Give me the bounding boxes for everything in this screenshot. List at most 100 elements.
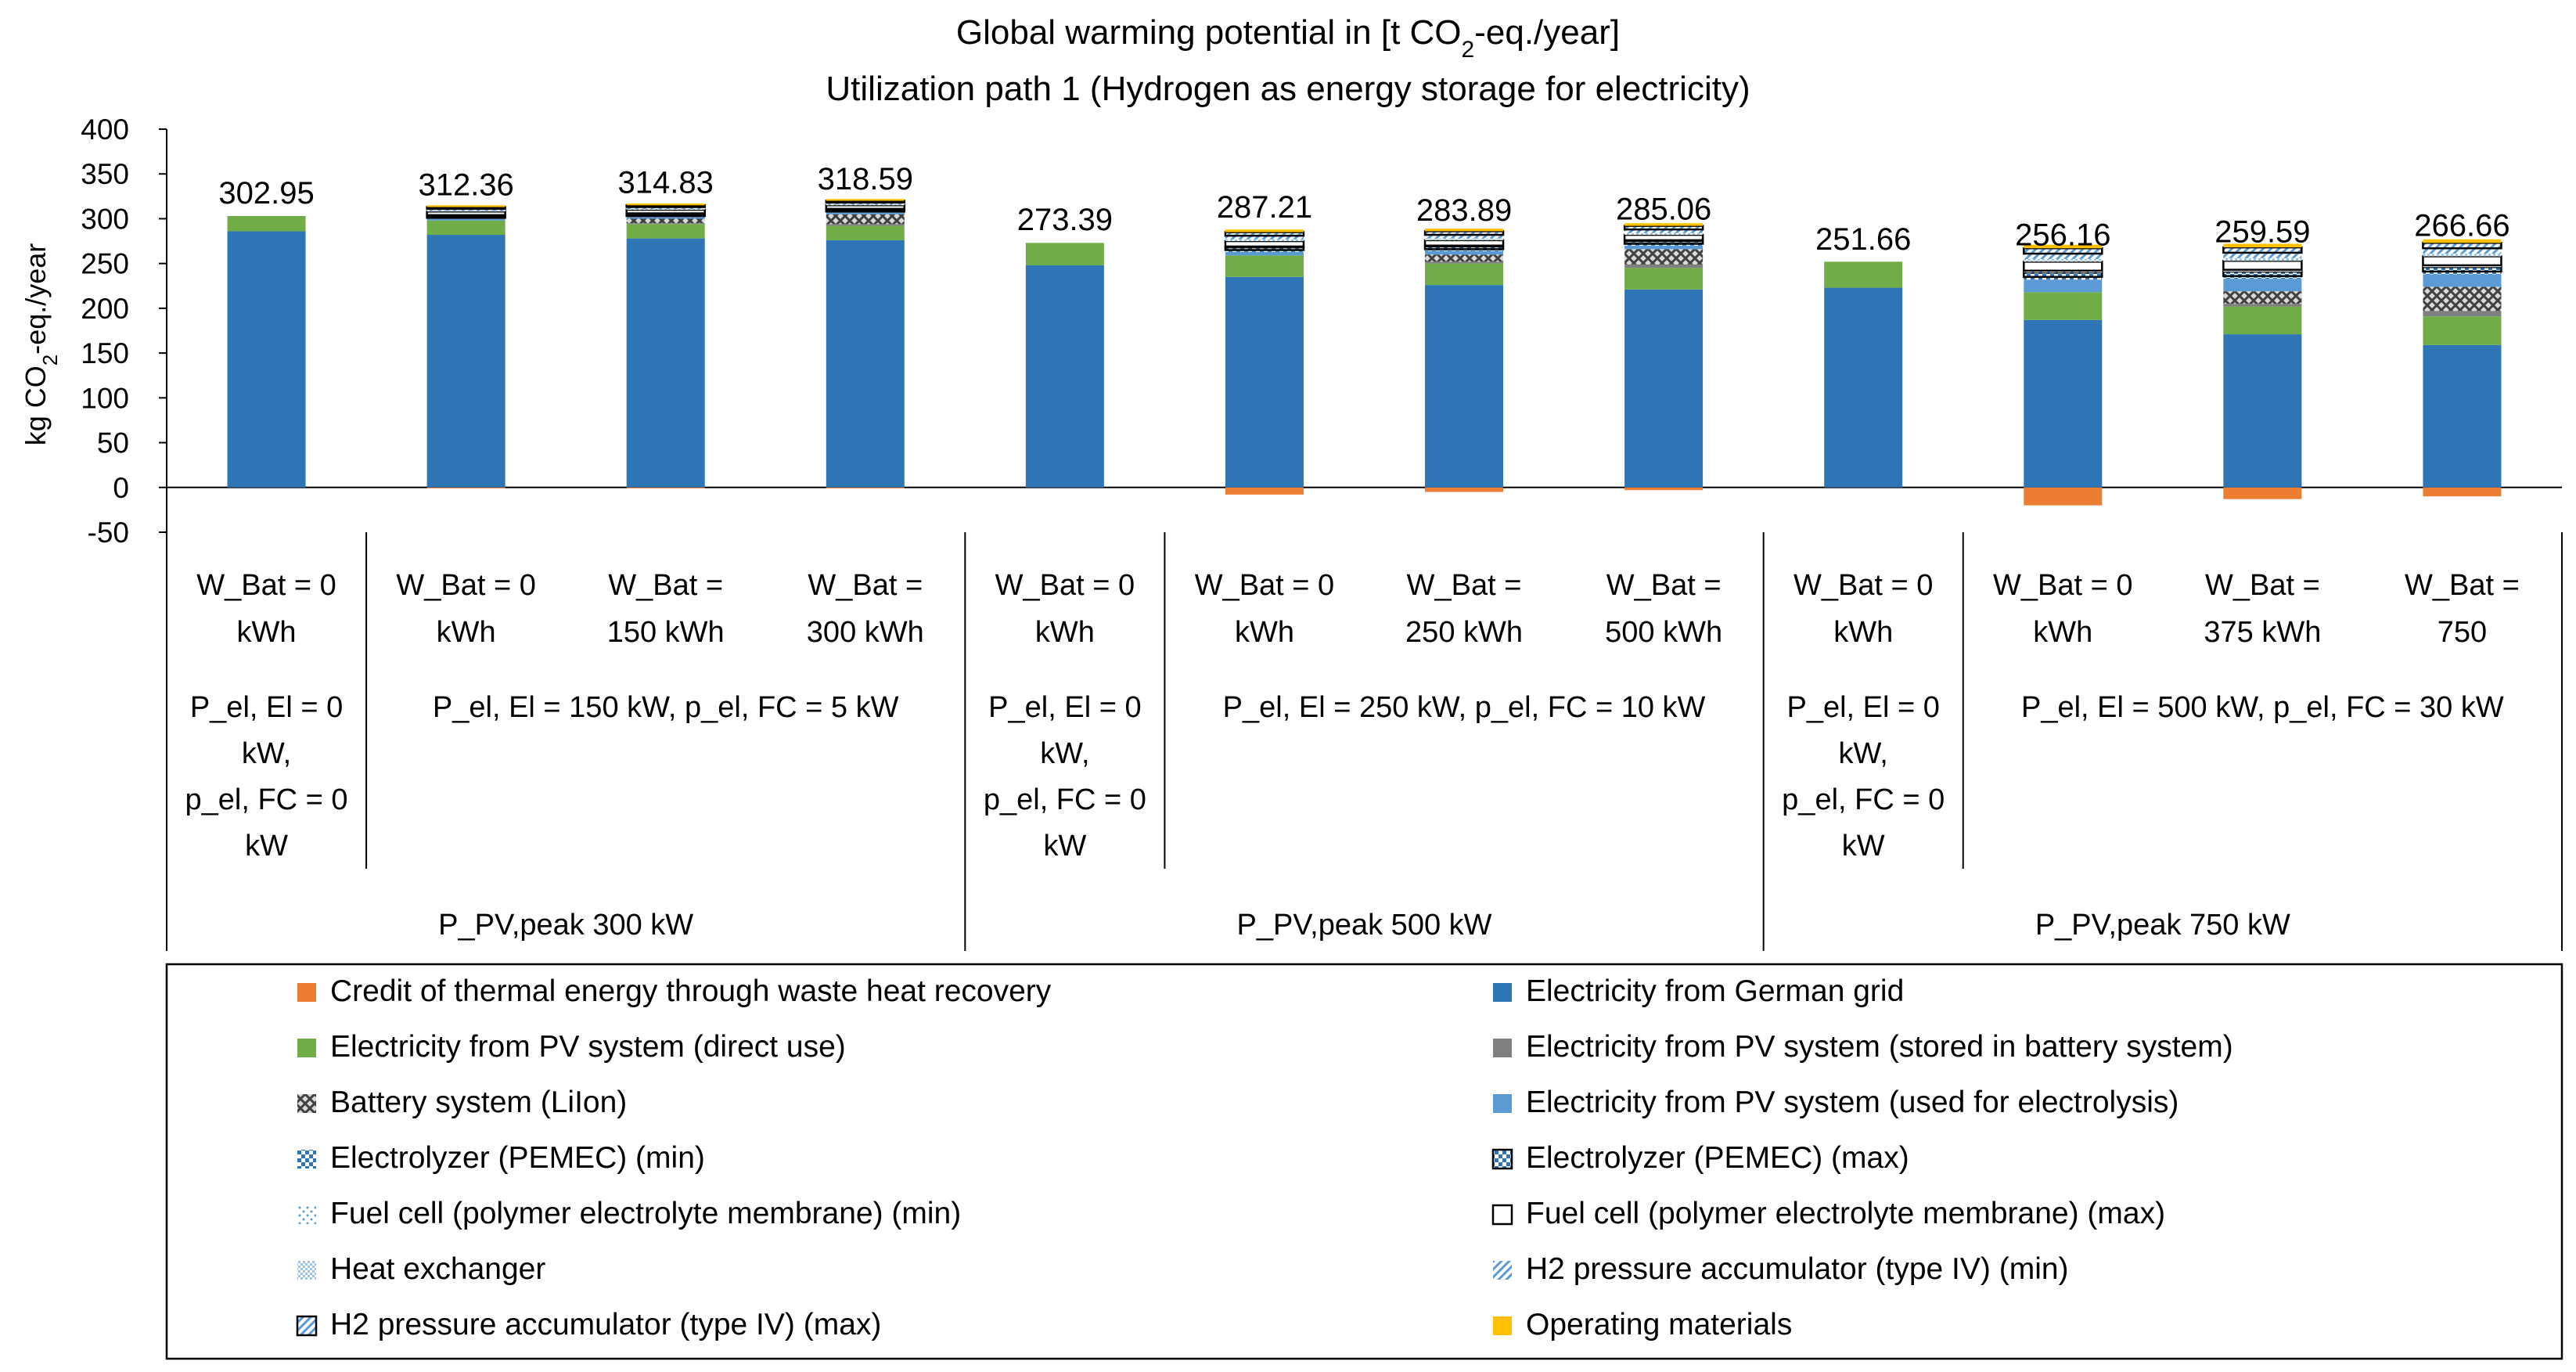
subgroup-label: P_el, El = 150 kW, p_el, FC = 5 kW (433, 691, 899, 724)
legend-label: Electrolyzer (PEMEC) (max) (1526, 1141, 1909, 1175)
bar-segment (2223, 275, 2302, 279)
total-value-label: 273.39 (1017, 203, 1113, 237)
bar-segment (2024, 292, 2103, 320)
bar-segment (826, 199, 905, 201)
total-value-label: 283.89 (1416, 193, 1512, 228)
legend-label: Electricity from PV system (stored in ba… (1526, 1030, 2233, 1064)
bar-segment (626, 217, 705, 219)
bar-segment (1624, 249, 1704, 265)
bar-segment (426, 206, 506, 211)
bar-segment (1425, 235, 1504, 239)
bar-segment (426, 205, 505, 207)
category-label: 300 kWh (807, 616, 924, 649)
bar-segment (1624, 232, 1704, 236)
bar-segment (2423, 248, 2502, 254)
subgroup-label: kW, (242, 737, 291, 770)
bar-segment (825, 200, 906, 204)
bar-segment (227, 231, 306, 488)
bar-segment (1025, 243, 1104, 265)
total-value-label: 287.21 (1217, 190, 1312, 225)
bar-segment (2422, 265, 2502, 273)
bar-segment (826, 224, 905, 226)
legend-swatch (297, 1261, 316, 1280)
bar-segment (626, 224, 705, 239)
legend-swatch (1493, 983, 1512, 1002)
bar-segment (1224, 239, 1305, 248)
legend-swatch (1491, 1148, 1513, 1170)
category-label: 150 kWh (607, 616, 725, 649)
y-tick-label: 150 (81, 337, 129, 369)
bar-segment (2024, 244, 2103, 249)
group-label: P_PV,peak 300 kW (438, 909, 693, 942)
total-value-label: 312.36 (418, 167, 513, 202)
legend-swatch (297, 1150, 316, 1169)
category-label: kWh (237, 616, 297, 649)
bar-segment (2423, 271, 2502, 275)
total-value-label: 266.66 (2414, 209, 2509, 243)
bar-segment (1623, 239, 1704, 245)
bar-segment (826, 212, 905, 214)
bar-segment (1425, 285, 1504, 488)
y-tick-label: 100 (81, 382, 129, 414)
subgroup-label: kW (245, 830, 288, 862)
total-value-label: 285.06 (1616, 193, 1711, 227)
bar-segment (2223, 334, 2302, 488)
bar-segment (1425, 261, 1504, 264)
bar-segment (625, 208, 706, 214)
bar-segment (2222, 259, 2303, 271)
y-tick-label: 350 (81, 158, 129, 190)
bar-segment (2422, 242, 2502, 250)
bar-segment (1423, 230, 1505, 236)
bar-segment (826, 225, 905, 240)
bar-segment (2422, 255, 2502, 267)
category-label: W_Bat = 0 (1793, 569, 1933, 602)
bar-segment (2223, 487, 2302, 499)
bar-segment (1425, 487, 1504, 492)
subgroup-label: P_el, El = 250 kW, p_el, FC = 10 kW (1223, 691, 1706, 724)
legend-swatch (1493, 1039, 1512, 1057)
bar-segment (2223, 306, 2302, 335)
bar-segment (1425, 254, 1504, 262)
bar-segment (426, 214, 506, 219)
bar-segment (1425, 229, 1504, 232)
bar-segment (1624, 289, 1704, 488)
legend-label: Electrolyzer (PEMEC) (min) (330, 1141, 705, 1175)
bar-segment (2423, 344, 2502, 488)
subgroup-label: P_el, El = 0 (988, 691, 1141, 724)
legend-label: Electricity from German grid (1526, 974, 1904, 1008)
bar-segment (2024, 254, 2103, 259)
y-tick-label: 50 (97, 427, 129, 459)
bar-segment (1624, 264, 1704, 268)
legend-label: Fuel cell (polymer electrolyte membrane)… (1526, 1197, 2165, 1230)
total-value-label: 314.83 (618, 165, 714, 200)
legend-swatch (297, 1039, 316, 1057)
subgroup-label: kW, (1040, 737, 1089, 770)
bar-segment (1623, 233, 1704, 242)
legend-label: H2 pressure accumulator (type IV) (min) (1526, 1252, 2069, 1286)
bar-segment (1225, 276, 1304, 488)
legend-label: Operating materials (1526, 1308, 1792, 1341)
bar-segment (2223, 243, 2302, 248)
category-label: W_Bat = (808, 569, 923, 602)
legend-label: Fuel cell (polymer electrolyte membrane)… (330, 1197, 961, 1230)
bar-segment (626, 203, 705, 206)
legend-label: Heat exchanger (330, 1252, 545, 1286)
bar-segment (826, 214, 905, 225)
bar-segment (826, 239, 905, 488)
subgroup-label: P_el, El = 0 (1787, 691, 1940, 724)
category-label: kWh (1235, 616, 1294, 649)
legend-label: H2 pressure accumulator (type IV) (max) (330, 1308, 881, 1341)
y-tick-label: 300 (81, 203, 129, 235)
bar-segment (227, 216, 306, 232)
legend-swatch (297, 1205, 316, 1224)
y-axis-label: kg CO2-eq./year (20, 243, 62, 446)
subgroup-label: P_el, El = 0 (190, 691, 343, 724)
category-label: W_Bat = 0 (1993, 569, 2132, 602)
bar-segment (1425, 238, 1504, 240)
bar-segment (1624, 229, 1704, 233)
category-label: kWh (1833, 616, 1893, 649)
bar-segment (2024, 258, 2103, 262)
bar-segment (626, 223, 705, 225)
category-label: W_Bat = 0 (1195, 569, 1334, 602)
subgroup-label: p_el, FC = 0 (984, 783, 1146, 816)
